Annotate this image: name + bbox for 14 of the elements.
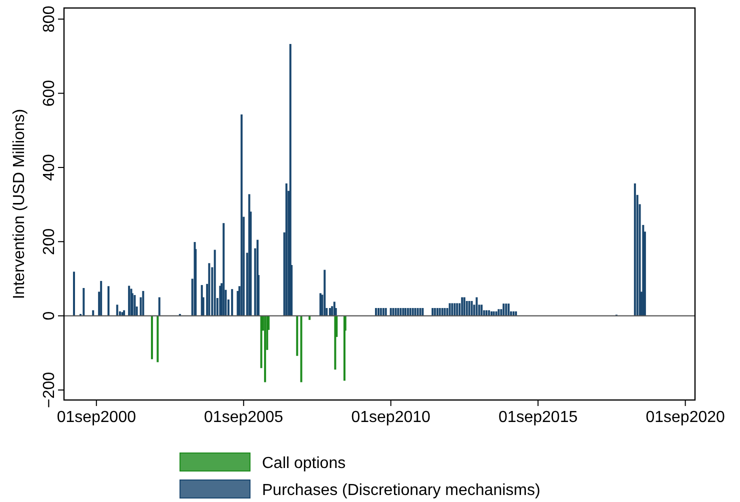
x-tick-label: 01sep2010	[351, 409, 431, 426]
y-tick-label: 800	[41, 6, 58, 32]
x-tick-label: 01sep2020	[646, 409, 726, 426]
x-tick-label: 01sep2015	[498, 409, 578, 426]
x-tick-label: 01sep2005	[204, 409, 284, 426]
y-tick-label: 600	[41, 80, 58, 107]
x-tick-label: 01sep2000	[56, 409, 136, 426]
y-axis-title: Intervention (USD Millions)	[11, 108, 28, 300]
y-tick-label: 0	[41, 311, 58, 320]
legend-label: Call options	[262, 455, 346, 472]
y-tick-label: 400	[41, 154, 58, 181]
y-tick-label: 200	[41, 228, 58, 255]
y-tick-label: −200	[41, 372, 58, 408]
legend-label: Purchases (Discretionary mechanisms)	[262, 482, 540, 499]
